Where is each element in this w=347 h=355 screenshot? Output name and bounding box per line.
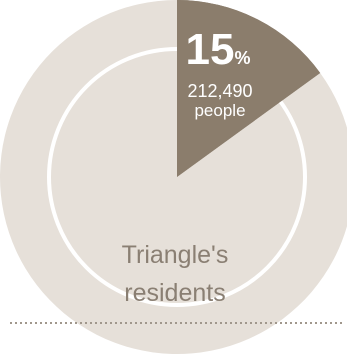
slice-percent-label: 15: [186, 25, 235, 74]
center-label-line-2: residents: [124, 279, 225, 307]
pie-slice-1-overlay: [177, 0, 321, 177]
slice-count: 212,490: [187, 81, 252, 101]
slice-percent-number: 15%: [186, 25, 251, 74]
slice-percent-sign: %: [234, 48, 250, 68]
center-label-line-1: Triangle's: [122, 241, 229, 269]
slice-unit: people: [194, 101, 245, 120]
